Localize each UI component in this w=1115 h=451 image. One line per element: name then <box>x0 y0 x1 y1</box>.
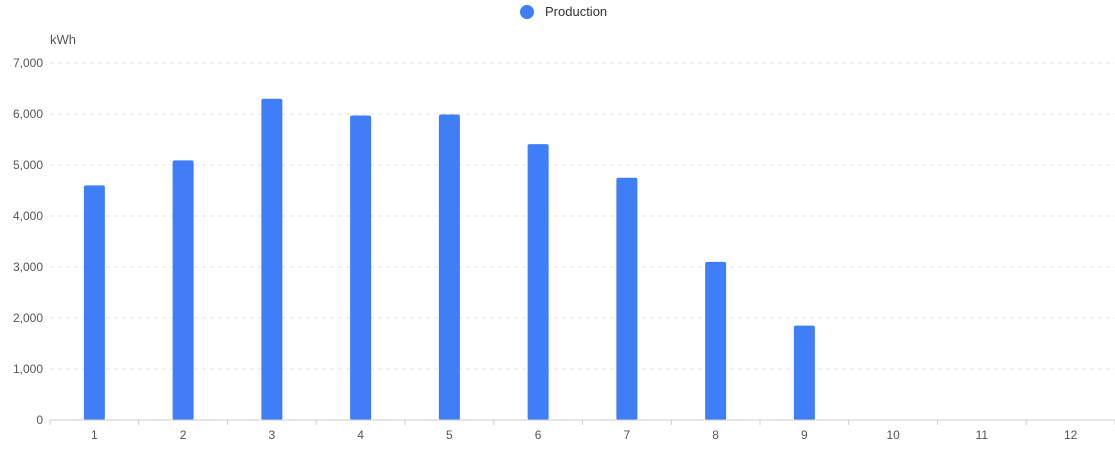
x-tick-label: 1 <box>91 428 98 442</box>
y-tick-label: 3,000 <box>13 260 43 274</box>
x-tick-label: 7 <box>624 428 631 442</box>
x-tick-label: 12 <box>1064 428 1078 442</box>
legend[interactable]: Production <box>520 4 607 19</box>
bar-month-2[interactable] <box>172 160 194 420</box>
x-tick-label: 5 <box>446 428 453 442</box>
y-tick-label: 0 <box>36 413 43 427</box>
y-axis-ticks: 0 1,000 2,000 3,000 4,000 5,000 6,000 7,000 <box>13 56 43 427</box>
bar-month-7[interactable] <box>616 177 638 420</box>
grid-lines <box>50 62 1115 370</box>
x-tick-label: 9 <box>801 428 808 442</box>
x-tick-label: 6 <box>535 428 542 442</box>
x-tick-label: 4 <box>357 428 364 442</box>
x-tick-label: 3 <box>269 428 276 442</box>
bar-month-3[interactable] <box>261 98 283 420</box>
legend-marker-production[interactable] <box>520 5 534 19</box>
y-tick-label: 4,000 <box>13 209 43 223</box>
bar-month-1[interactable] <box>83 185 105 420</box>
y-tick-label: 7,000 <box>13 56 43 70</box>
x-tick-label: 10 <box>886 428 900 442</box>
bar-month-8[interactable] <box>705 261 727 420</box>
bar-month-6[interactable] <box>527 144 549 420</box>
bar-month-9[interactable] <box>793 325 815 420</box>
bars <box>83 98 815 420</box>
y-tick-label: 6,000 <box>13 107 43 121</box>
y-tick-label: 2,000 <box>13 311 43 325</box>
x-tick-label: 11 <box>976 428 989 442</box>
bar-month-4[interactable] <box>350 115 372 420</box>
bar-month-5[interactable] <box>438 114 460 420</box>
y-axis-label: kWh <box>50 32 76 47</box>
y-tick-label: 5,000 <box>13 158 43 172</box>
x-axis: 1 2 3 4 5 6 7 8 9 10 11 12 <box>49 419 1115 442</box>
legend-label-production[interactable]: Production <box>545 4 607 19</box>
x-tick-label: 2 <box>180 428 187 442</box>
y-tick-label: 1,000 <box>13 362 43 376</box>
x-tick-label: 8 <box>712 428 719 442</box>
